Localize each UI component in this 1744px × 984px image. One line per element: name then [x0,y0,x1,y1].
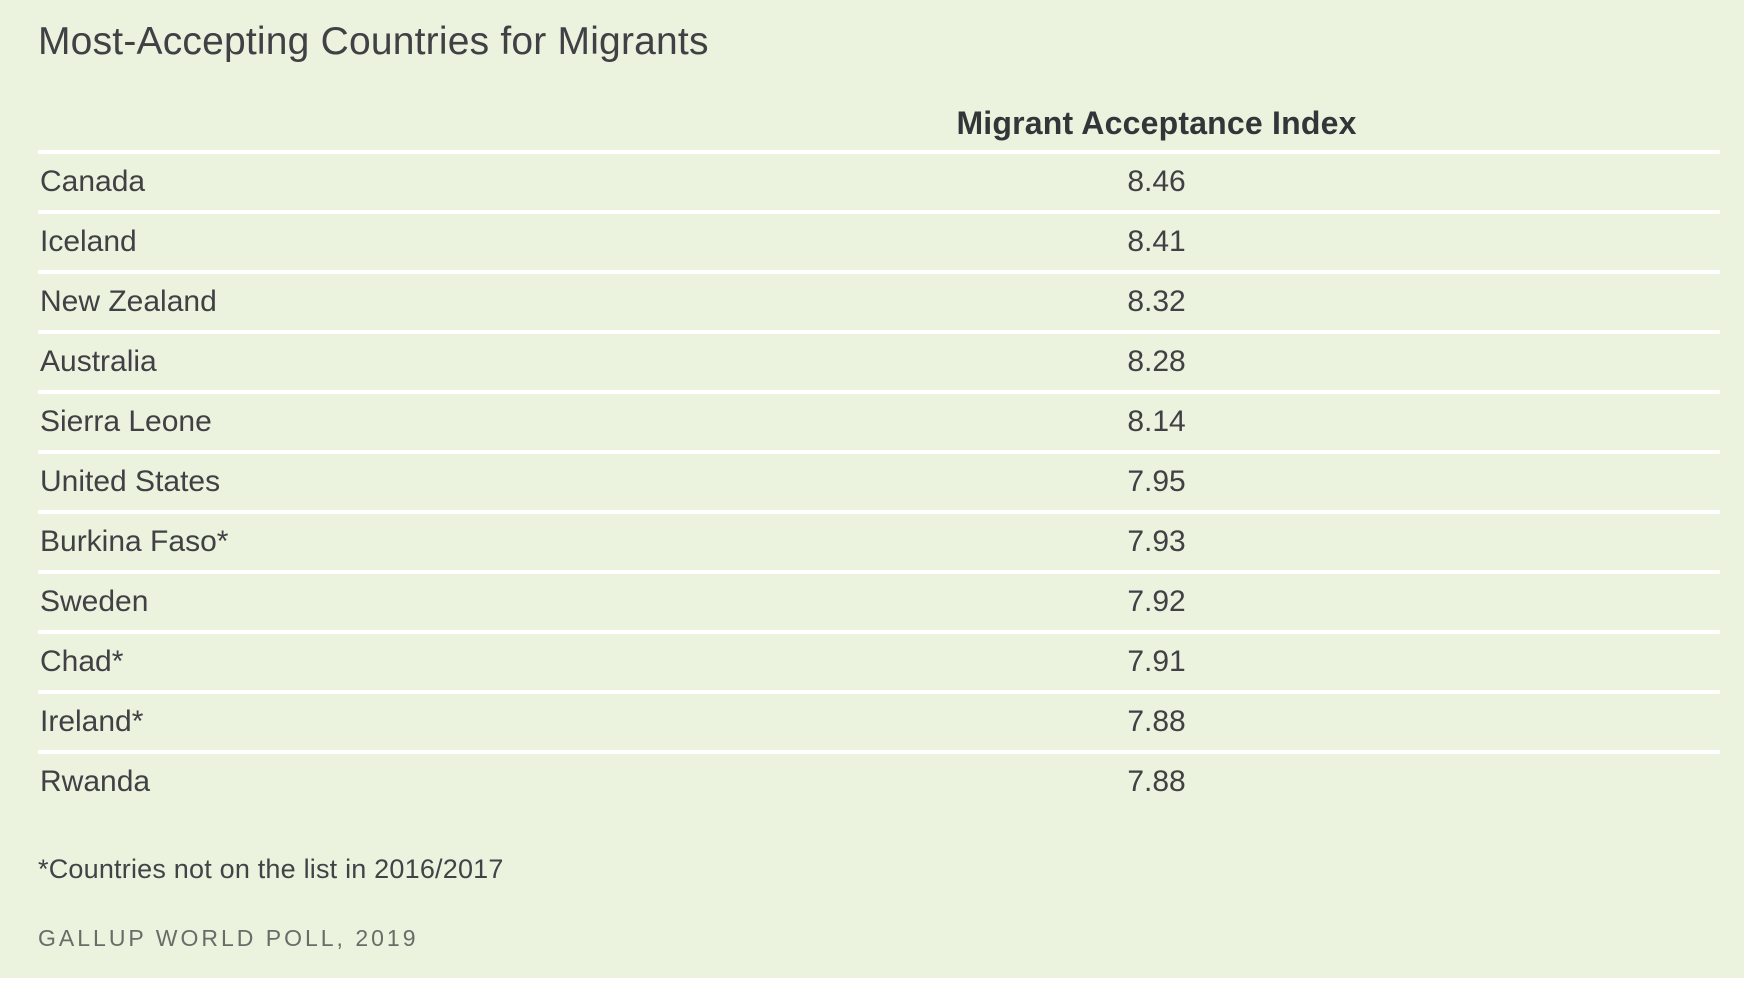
value-cell: 8.28 [593,332,1720,394]
country-cell: Sweden [38,572,594,634]
table-header: Migrant Acceptance Index [38,80,1720,154]
table-row: Australia 8.28 [38,332,1720,394]
table-row: Rwanda 7.88 [38,752,1720,810]
country-cell: New Zealand [38,272,594,334]
value-cell: 7.88 [593,692,1720,754]
country-cell: United States [38,452,594,514]
country-cell: Canada [38,152,594,214]
country-cell: Chad* [38,632,594,694]
value-column-header: Migrant Acceptance Index [593,80,1720,154]
table-row: Ireland* 7.88 [38,692,1720,754]
source-attribution: GALLUP WORLD POLL, 2019 [38,925,419,951]
table-row: New Zealand 8.32 [38,272,1720,334]
table-row: Chad* 7.91 [38,632,1720,694]
table-row: Sweden 7.92 [38,572,1720,634]
country-cell: Iceland [38,212,594,274]
acceptance-table: Migrant Acceptance Index Canada 8.46 Icela… [38,80,1720,810]
value-cell: 7.92 [593,572,1720,634]
page-title: Most-Accepting Countries for Migrants [38,20,709,63]
country-cell: Burkina Faso* [38,512,594,574]
value-cell: 7.91 [593,632,1720,694]
table-row: Sierra Leone 8.14 [38,392,1720,454]
value-cell: 8.41 [593,212,1720,274]
table-row: Burkina Faso* 7.93 [38,512,1720,574]
country-cell: Sierra Leone [38,392,594,454]
country-cell: Australia [38,332,594,394]
table-row: United States 7.95 [38,452,1720,514]
value-cell: 8.14 [593,392,1720,454]
value-cell: 7.88 [1127,765,1186,798]
value-cell: 7.93 [593,512,1720,574]
table-row: Canada 8.46 [38,152,1720,214]
table-header-row: Migrant Acceptance Index [38,80,1720,154]
table-row: Iceland 8.41 [38,212,1720,274]
value-cell: 8.32 [593,272,1720,334]
value-cell: 7.95 [593,452,1720,514]
country-cell: Rwanda [40,765,151,798]
footnote: *Countries not on the list in 2016/2017 [38,854,504,884]
country-column-header [38,80,594,154]
table-body: Canada 8.46 Iceland 8.41 New Zealand 8.32 Aust… [38,152,1720,810]
value-cell: 8.46 [593,152,1720,214]
country-cell: Ireland* [38,692,594,754]
